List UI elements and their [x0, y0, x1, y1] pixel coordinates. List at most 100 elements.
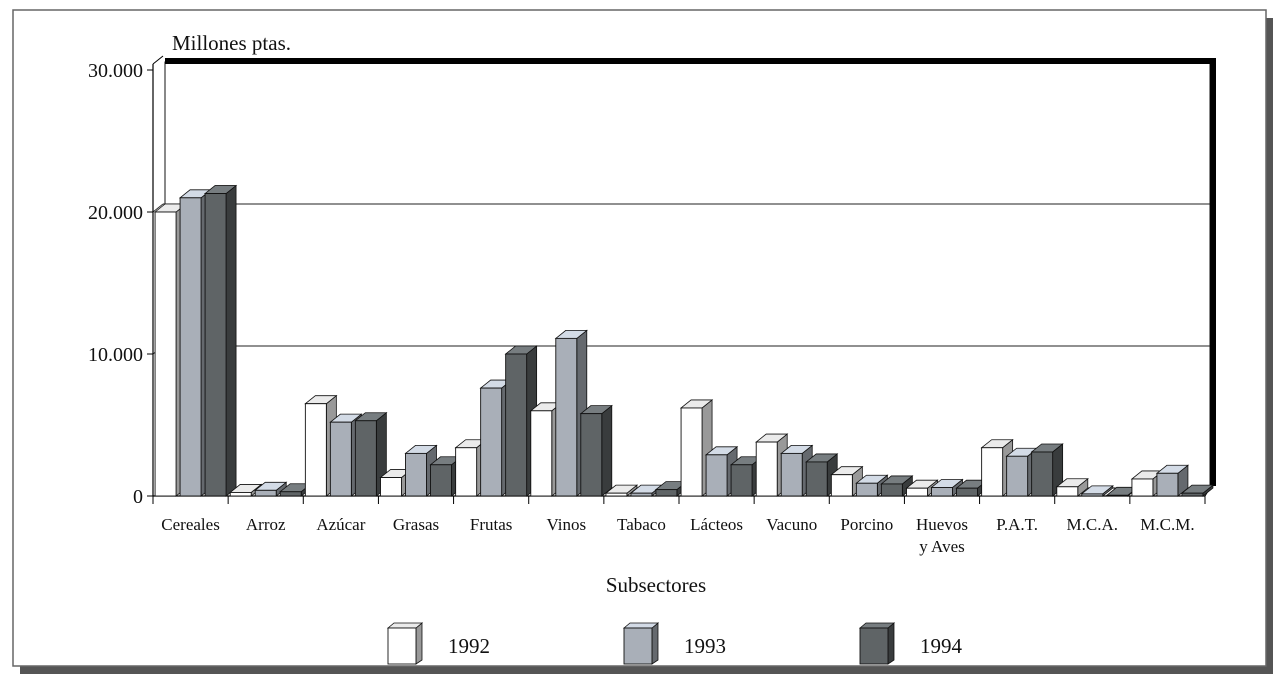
- legend-swatch-side: [415, 622, 423, 665]
- legend-swatch: [623, 627, 653, 665]
- y-tick-label: 0: [133, 486, 143, 508]
- x-tick-label: M.C.A.: [1067, 515, 1118, 534]
- bar: [780, 444, 814, 497]
- legend: 1992 1993 1994: [386, 622, 963, 665]
- bar-front: [1156, 472, 1179, 497]
- y-tick-label: 20.000: [88, 202, 143, 224]
- legend-swatch: [859, 627, 889, 665]
- bar-front: [956, 487, 978, 497]
- bar-front: [931, 487, 953, 497]
- bar-front: [780, 452, 803, 497]
- bar-front: [530, 410, 553, 497]
- legend-swatch-side: [651, 622, 659, 665]
- bar-front: [855, 482, 878, 497]
- x-tick-label: Cereales: [161, 515, 220, 534]
- bar-front: [880, 483, 903, 497]
- legend-label: 1992: [448, 634, 490, 658]
- bar-front: [630, 492, 653, 497]
- x-tick-label: M.C.M.: [1140, 515, 1194, 534]
- bar-front: [1181, 492, 1204, 497]
- bar-side: [225, 184, 237, 497]
- legend-label: 1993: [684, 634, 726, 658]
- legend-swatch-top: [386, 622, 424, 629]
- bar-front: [204, 193, 227, 497]
- bar-front: [279, 491, 302, 497]
- legend-swatch: [387, 627, 417, 665]
- bar: [880, 475, 914, 497]
- gridline-depth: [152, 203, 164, 213]
- y-axis-depth-edge: [152, 55, 164, 65]
- bar-front: [605, 492, 628, 497]
- bar: [604, 484, 639, 497]
- x-tick-label: Arroz: [246, 515, 286, 534]
- bar-front: [405, 452, 427, 497]
- bar-front: [1106, 494, 1129, 497]
- bar-front: [580, 413, 603, 497]
- bar: [579, 404, 613, 497]
- bar-front: [730, 464, 753, 497]
- x-tick-label: Tabaco: [617, 515, 666, 534]
- bar-front: [179, 197, 202, 497]
- bar-front: [680, 407, 703, 497]
- x-tick-label: Azúcar: [316, 515, 365, 534]
- bar: [1155, 464, 1190, 497]
- bar-front: [1056, 486, 1079, 497]
- y-tick-label: 10.000: [88, 344, 143, 366]
- bar-front: [1131, 478, 1154, 497]
- x-tick-label: Vacuno: [766, 515, 817, 534]
- bar-front: [430, 464, 452, 497]
- legend-item: 1994: [858, 622, 963, 665]
- y-axis-title: Millones ptas.: [172, 31, 291, 55]
- bar-front: [505, 353, 528, 497]
- bar-front: [1006, 455, 1029, 497]
- bar-front: [254, 489, 277, 497]
- bar: [1055, 477, 1089, 497]
- bar: [830, 465, 864, 497]
- x-tick-label: Porcino: [840, 515, 893, 534]
- bar-front: [981, 447, 1004, 497]
- bar: [1180, 484, 1215, 497]
- bar-front: [329, 421, 352, 497]
- bar-front: [1031, 451, 1054, 497]
- x-tick-labels: Cereales Arroz Azúcar Grasas Frutas Vinos Taba…: [161, 515, 1194, 556]
- bar: [930, 478, 964, 497]
- x-tick-label: y Aves: [919, 537, 965, 556]
- bar-front: [380, 477, 402, 497]
- x-tick-label: Frutas: [470, 515, 513, 534]
- x-axis-title: Subsectores: [606, 573, 706, 597]
- bar-front: [354, 420, 377, 497]
- legend-label: 1994: [920, 634, 963, 658]
- x-tick-label: Vinos: [546, 515, 586, 534]
- bar: [379, 468, 413, 497]
- legend-swatch-top: [622, 622, 660, 629]
- x-tick-label: Huevos: [916, 515, 968, 534]
- x-tick-label: Grasas: [393, 515, 439, 534]
- bar: [203, 184, 238, 497]
- legend-item: 1992: [386, 622, 490, 665]
- bar-front: [480, 387, 503, 497]
- legend-swatch-side: [887, 622, 895, 665]
- legend-swatch-top: [858, 622, 896, 629]
- bar-front: [154, 211, 177, 497]
- bar: [1080, 485, 1114, 497]
- bar-side: [601, 404, 613, 497]
- bar-front: [805, 461, 828, 497]
- bars: [153, 184, 1215, 497]
- bar-front: [1081, 493, 1104, 497]
- bar-front: [755, 441, 778, 497]
- bar-front: [229, 492, 252, 497]
- x-tick-label: P.A.T.: [996, 515, 1038, 534]
- bar: [1030, 443, 1064, 497]
- bar-front: [555, 337, 578, 497]
- y-tick-label: 30.000: [88, 60, 143, 82]
- bar-front: [830, 474, 853, 497]
- legend-item: 1993: [622, 622, 726, 665]
- bar-front: [705, 454, 728, 497]
- bar-front: [455, 447, 478, 497]
- bar-front: [655, 489, 678, 497]
- bar: [279, 482, 313, 497]
- bar: [254, 481, 288, 497]
- y-tick-labels: 0 10.000 20.000 30.000: [88, 60, 153, 508]
- x-tick-label: Lácteos: [690, 515, 743, 534]
